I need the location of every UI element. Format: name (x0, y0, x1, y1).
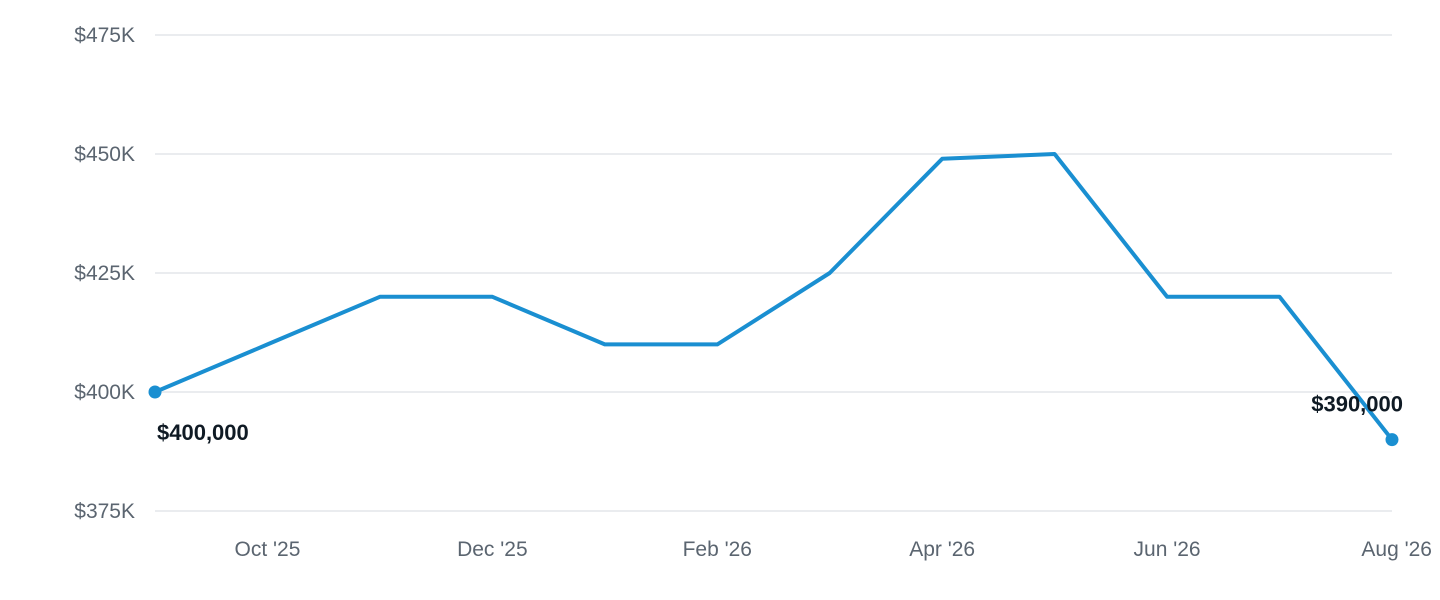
x-tick-label: Feb '26 (683, 538, 752, 561)
y-tick-label: $375K (74, 500, 135, 523)
x-axis-ticks: Oct '25 Dec '25 Feb '26 Apr '26 Jun '26 Aug '… (235, 538, 1432, 561)
y-tick-label: $425K (74, 262, 135, 285)
x-tick-label: Oct '25 (235, 538, 301, 561)
gridlines (155, 34, 1392, 512)
y-axis-ticks: $475K $450K $425K $400K $375K (74, 24, 135, 523)
x-tick-label: Dec '25 (457, 538, 528, 561)
x-tick-label: Aug '26 (1361, 538, 1432, 561)
data-labels: $400,000 $390,000 (157, 392, 1403, 445)
x-tick-label: Jun '26 (1134, 538, 1201, 561)
y-tick-label: $475K (74, 24, 135, 47)
end-point-marker (1385, 433, 1399, 447)
series-group (148, 152, 1399, 447)
data-label: $390,000 (1311, 392, 1403, 417)
x-tick-label: Apr '26 (909, 538, 975, 561)
y-tick-label: $450K (74, 143, 135, 166)
series-line (153, 152, 1394, 442)
data-label: $400,000 (157, 420, 249, 445)
y-tick-label: $400K (74, 381, 135, 404)
start-point-marker (148, 385, 162, 399)
